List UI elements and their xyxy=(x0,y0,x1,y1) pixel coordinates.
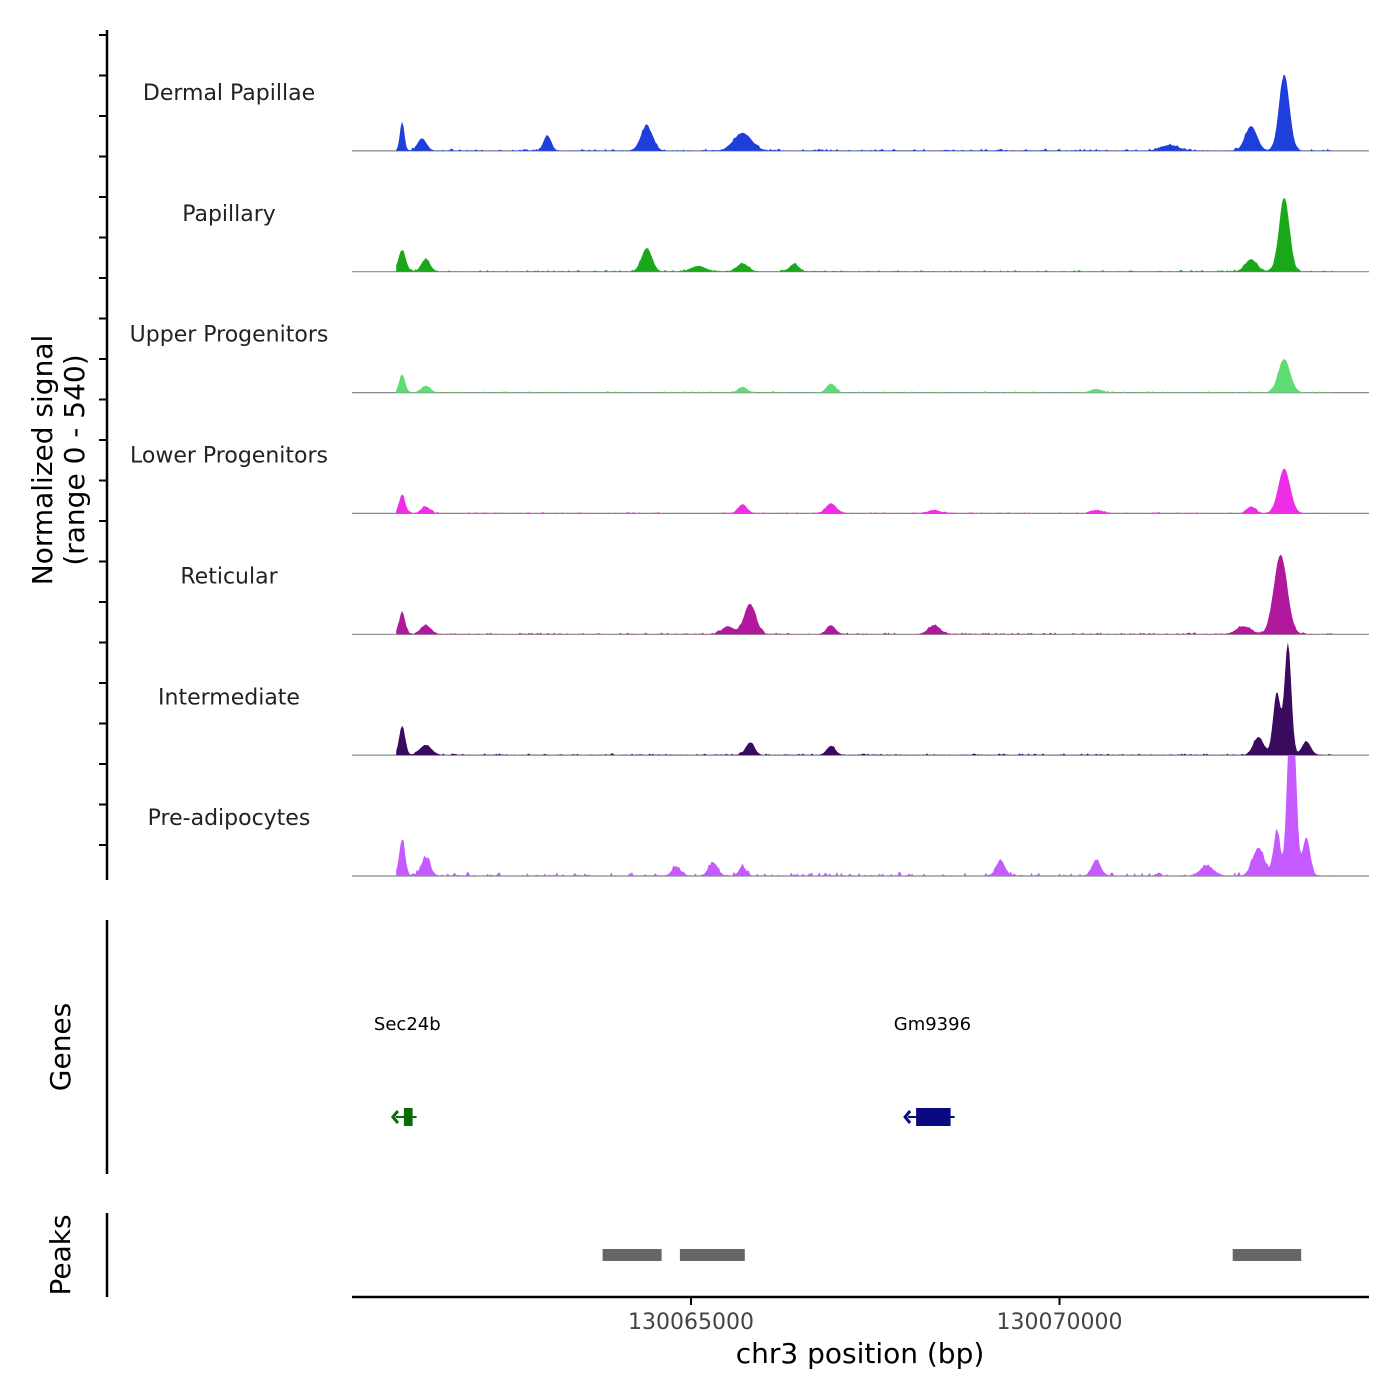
gene-feature: Sec24b xyxy=(374,1014,441,1126)
coverage-tracks: Dermal Papillae Papillary Upper Progenitor… xyxy=(130,75,1369,877)
gene-exon xyxy=(403,1108,413,1126)
genes-panel-title: Genes xyxy=(44,1003,77,1091)
strand-chevron-icon xyxy=(903,1110,912,1124)
coverage-axis-ticks xyxy=(99,34,107,846)
strand-chevron-icon xyxy=(390,1110,400,1124)
coverage-track: Lower Progenitors xyxy=(130,444,1369,515)
track-label: Upper Progenitors xyxy=(130,323,329,348)
coverage-signal xyxy=(396,755,1333,876)
coverage-signal xyxy=(396,554,1333,635)
y-axis-title-line1: Normalized signal xyxy=(26,335,59,586)
y-axis-title-line2: (range 0 - 540) xyxy=(58,354,91,565)
gene-label: Gm9396 xyxy=(894,1014,971,1035)
track-label: Dermal Papillae xyxy=(143,81,315,106)
coverage-signal xyxy=(396,359,1333,393)
track-label: Reticular xyxy=(180,564,278,589)
coverage-signal xyxy=(396,468,1333,514)
peaks-panel xyxy=(602,1249,1302,1261)
x-axis-title: chr3 position (bp) xyxy=(736,1337,985,1370)
peak-region xyxy=(602,1249,662,1261)
coverage-track: Intermediate xyxy=(158,642,1369,756)
track-label: Intermediate xyxy=(158,685,300,710)
coverage-track: Papillary xyxy=(182,198,1369,273)
track-label: Lower Progenitors xyxy=(130,444,328,469)
coverage-track: Upper Progenitors xyxy=(130,323,1369,394)
track-label: Pre-adipocytes xyxy=(148,806,311,831)
coverage-signal xyxy=(396,198,1333,272)
track-label: Papillary xyxy=(182,202,276,227)
coverage-signal xyxy=(396,642,1333,756)
x-tick-label: 130065000 xyxy=(628,1310,754,1335)
coverage-track: Pre-adipocytes xyxy=(148,755,1369,877)
gene-feature: Gm9396 xyxy=(894,1014,971,1126)
gene-exon xyxy=(916,1108,951,1126)
peaks-panel-title: Peaks xyxy=(44,1214,77,1295)
coverage-track: Dermal Papillae xyxy=(143,75,1369,152)
peak-region xyxy=(1232,1249,1302,1261)
genes-panel: Sec24b Gm9396 xyxy=(374,1014,971,1126)
peak-region xyxy=(679,1249,745,1261)
coverage-track: Reticular xyxy=(180,554,1369,635)
coverage-signal xyxy=(396,75,1333,151)
gene-label: Sec24b xyxy=(374,1014,441,1035)
x-axis-ticks: 130065000 130070000 xyxy=(628,1297,1122,1335)
x-tick-label: 130070000 xyxy=(997,1310,1123,1335)
